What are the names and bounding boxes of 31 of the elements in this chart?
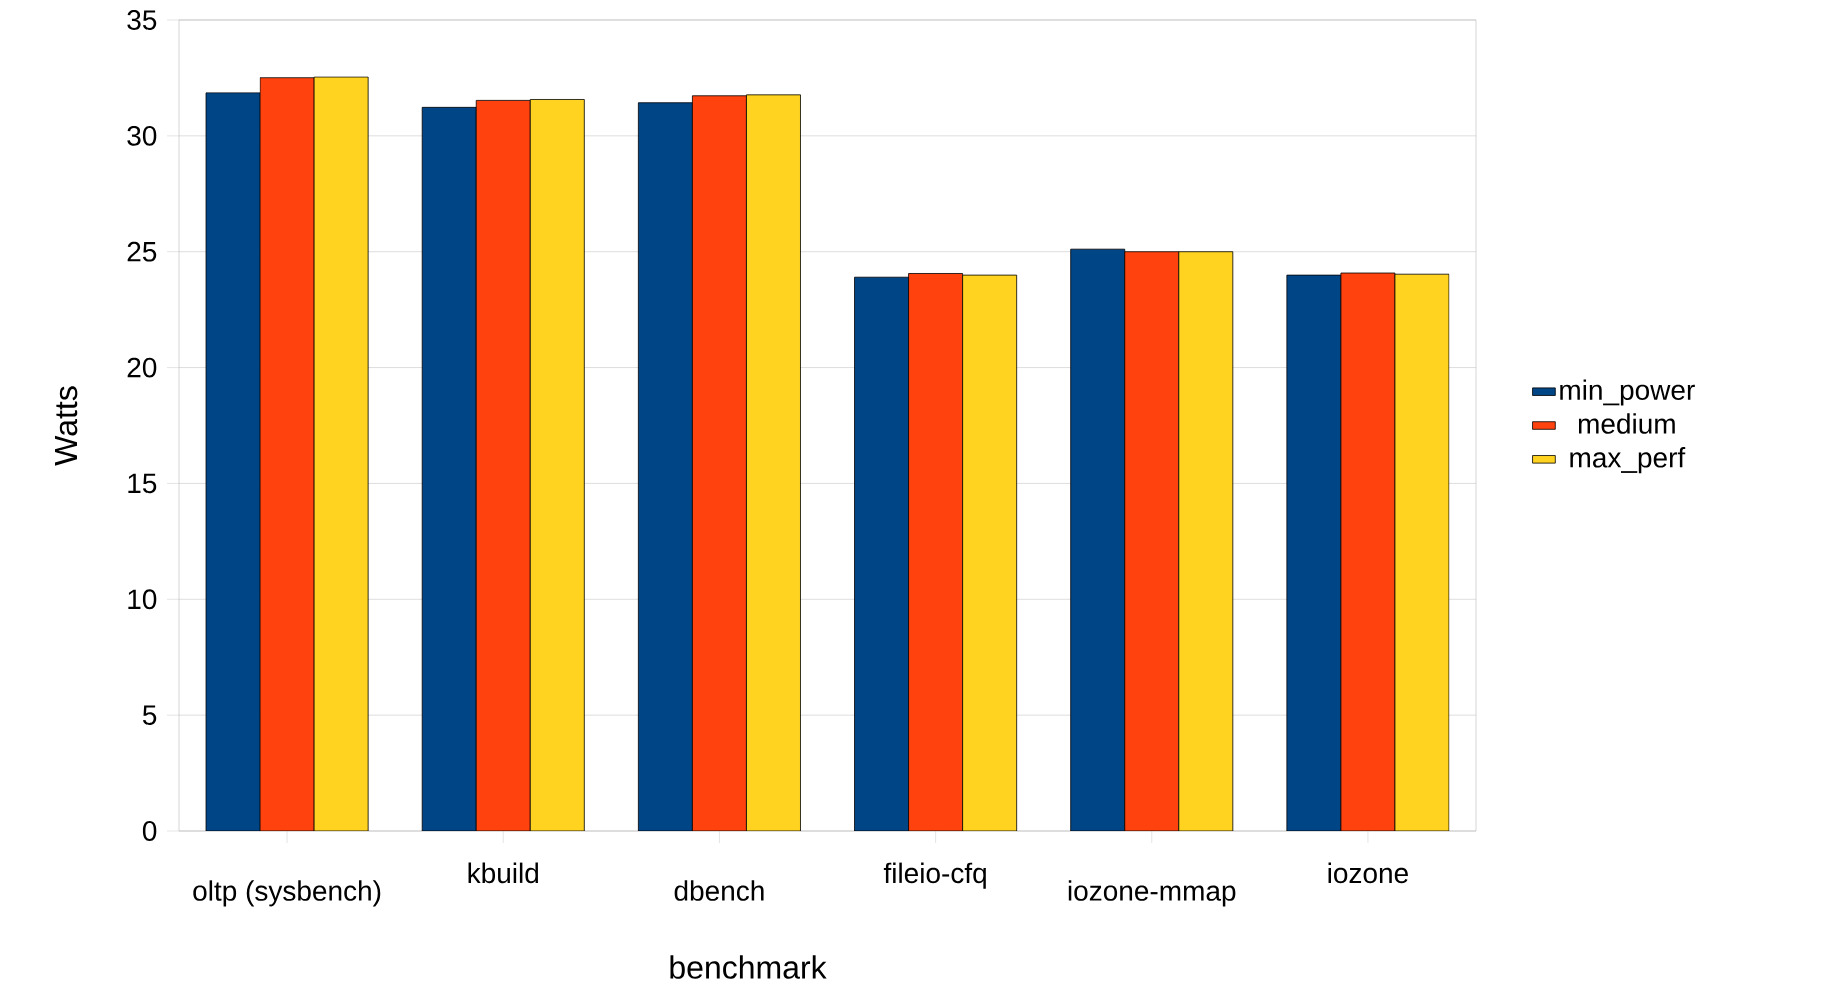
bar <box>421 106 477 831</box>
y-tick-label: 5 <box>142 705 157 725</box>
y-tick-label: 20 <box>127 357 157 378</box>
bar <box>637 102 693 831</box>
bar <box>1286 274 1342 831</box>
y-tick-label: 30 <box>127 125 157 146</box>
legend-label: max_perf <box>1570 447 1686 474</box>
y-tick-label: 15 <box>128 473 157 494</box>
bar <box>205 92 261 831</box>
legend-label: min_power <box>1560 379 1695 406</box>
bar <box>854 276 909 831</box>
x-tick-label: kbuild <box>468 862 538 884</box>
y-tick-label: 0 <box>142 821 157 841</box>
x-axis-title: benchmark <box>670 955 827 979</box>
x-tick-label: iozone-mmap <box>1068 880 1236 907</box>
y-tick-label: 35 <box>127 10 157 30</box>
x-tick-label: fileio-cfq <box>883 862 986 889</box>
x-tick-label: oltp (sysbench) <box>193 880 381 907</box>
legend-label: medium <box>1578 413 1675 434</box>
y-tick-label: 10 <box>128 589 157 610</box>
x-tick-label: dbench <box>674 880 764 901</box>
y-axis-title: Watts <box>55 386 78 466</box>
bar <box>692 95 747 831</box>
x-tick-label: iozone <box>1328 862 1408 884</box>
bar <box>1340 272 1396 831</box>
y-tick-label: 25 <box>127 241 157 262</box>
bar <box>1070 248 1126 831</box>
bar <box>259 77 315 831</box>
bar <box>1124 251 1180 831</box>
bar <box>908 273 964 831</box>
bar <box>475 100 531 831</box>
